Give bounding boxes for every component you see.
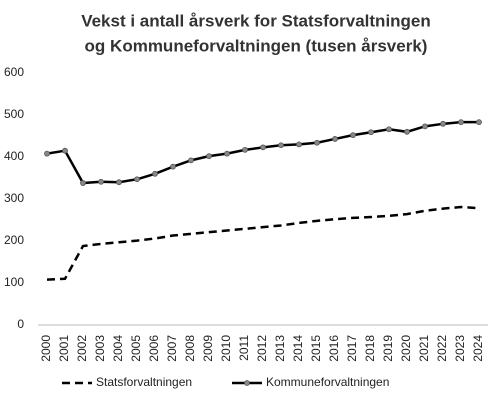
marker: [332, 136, 338, 142]
x-tick-label: 2019: [381, 335, 395, 362]
marker: [458, 119, 464, 126]
x-tick-label: 2023: [453, 335, 467, 362]
x-tick-label: 2015: [309, 335, 323, 362]
marker: [350, 132, 356, 139]
marker: [440, 120, 446, 127]
line: [46, 205, 480, 281]
marker: [386, 126, 392, 133]
marker: [98, 178, 104, 185]
y-tick-label: 300: [4, 191, 24, 205]
y-tick-label: 400: [4, 149, 24, 163]
x-tick-label: 2000: [39, 335, 53, 362]
x-tick-label: 2008: [183, 335, 197, 362]
marker: [314, 139, 320, 146]
x-tick-label: 2018: [363, 335, 377, 362]
marker: [404, 128, 410, 135]
marker: [242, 146, 248, 153]
marker: [260, 144, 266, 151]
chart-title: Vekst i antall årsverk for Statsforvaltn…: [81, 11, 431, 30]
x-tick-label: 2013: [273, 335, 287, 362]
x-tick-label: 2007: [165, 335, 179, 362]
legend-label: Statsforvaltningen: [96, 375, 192, 389]
y-tick-label: 500: [4, 107, 24, 121]
marker: [278, 142, 284, 149]
x-tick-label: 2017: [345, 335, 359, 362]
legend-marker: [244, 380, 250, 386]
x-tick-label: 2002: [75, 335, 89, 362]
marker: [134, 176, 140, 183]
marker: [206, 153, 212, 160]
marker: [170, 163, 176, 170]
x-tick-label: 2021: [417, 335, 431, 362]
x-tick-label: 2006: [147, 335, 161, 362]
x-tick-label: 2016: [327, 335, 341, 362]
x-tick-label: 2022: [435, 335, 449, 362]
marker: [224, 150, 230, 157]
marker: [296, 141, 302, 148]
marker: [188, 157, 194, 164]
x-tick-label: 2009: [201, 335, 215, 362]
marker: [116, 179, 122, 186]
x-tick-label: 2014: [291, 335, 305, 362]
y-tick-label: 200: [4, 233, 24, 247]
x-tick-label: 2011: [237, 335, 251, 361]
x-tick-label: 2010: [219, 335, 233, 362]
marker: [152, 170, 158, 177]
marker: [44, 150, 50, 157]
x-tick-label: 2024: [471, 335, 485, 362]
x-tick-label: 2004: [111, 335, 125, 362]
y-tick-label: 100: [4, 275, 24, 289]
x-tick-label: 2012: [255, 335, 269, 362]
marker: [476, 119, 482, 126]
marker: [368, 129, 374, 136]
x-tick-label: 2005: [129, 335, 143, 362]
legend-label: Kommuneforvaltningen: [266, 375, 389, 389]
marker: [62, 147, 68, 154]
marker: [422, 123, 428, 130]
x-tick-label: 2020: [399, 335, 413, 362]
chart-title: og Kommuneforvaltningen (tusen årsverk): [85, 36, 428, 55]
x-tick-label: 2001: [57, 335, 71, 362]
y-tick-label: 0: [17, 317, 24, 331]
marker: [80, 180, 86, 186]
y-tick-label: 600: [4, 65, 24, 79]
x-tick-label: 2003: [93, 335, 107, 362]
